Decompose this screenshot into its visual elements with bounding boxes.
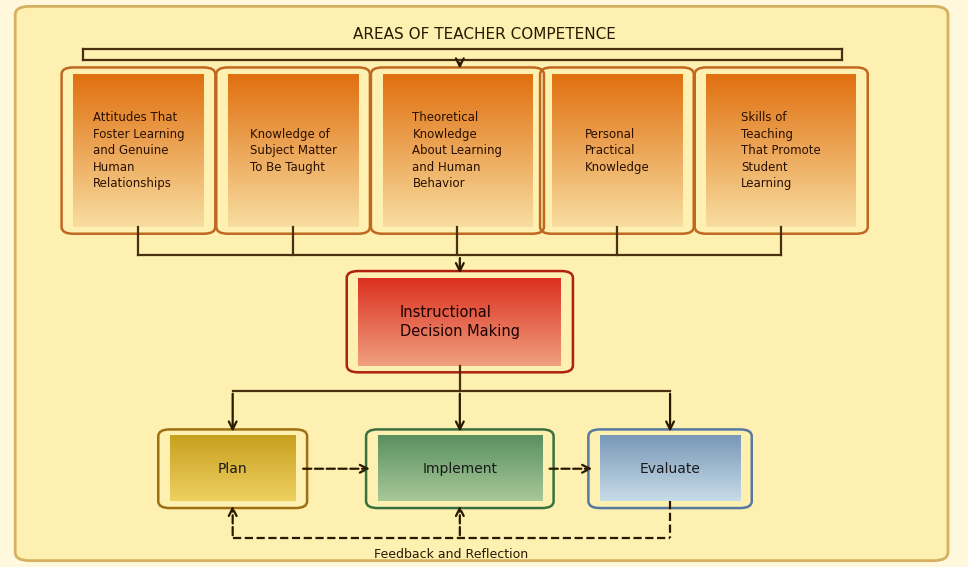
Text: Plan: Plan (218, 462, 248, 476)
Text: Theoretical
Knowledge
About Learning
and Human
Behavior: Theoretical Knowledge About Learning and… (412, 111, 502, 190)
Text: Evaluate: Evaluate (640, 462, 701, 476)
FancyBboxPatch shape (15, 6, 948, 561)
Text: Skills of
Teaching
That Promote
Student
Learning: Skills of Teaching That Promote Student … (741, 111, 821, 190)
Text: Knowledge of
Subject Matter
To Be Taught: Knowledge of Subject Matter To Be Taught (250, 128, 337, 174)
Text: Instructional
Decision Making: Instructional Decision Making (400, 304, 520, 338)
Text: AREAS OF TEACHER COMPETENCE: AREAS OF TEACHER COMPETENCE (352, 27, 616, 42)
Text: Feedback and Reflection: Feedback and Reflection (375, 548, 529, 561)
Text: Attitudes That
Foster Learning
and Genuine
Human
Relationships: Attitudes That Foster Learning and Genui… (93, 111, 184, 190)
Text: Personal
Practical
Knowledge: Personal Practical Knowledge (585, 128, 650, 174)
Text: Implement: Implement (422, 462, 498, 476)
